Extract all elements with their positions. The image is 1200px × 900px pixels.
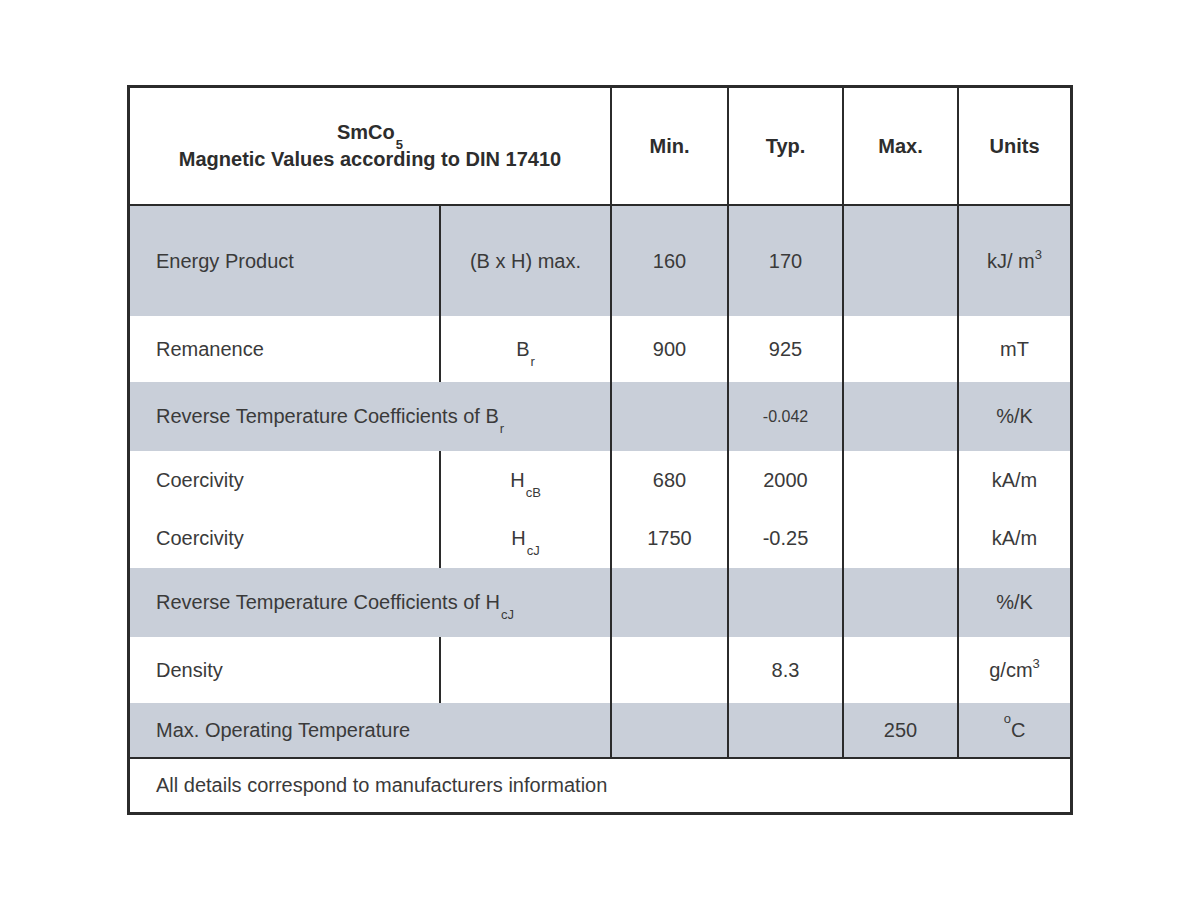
footer-note: All details correspond to manufacturers …: [130, 759, 1070, 812]
cell-units: %/K: [957, 382, 1070, 451]
cell-units: kA/m: [957, 509, 1070, 568]
cell-typ: -0.25: [727, 509, 842, 568]
row-label: Coercivity: [130, 451, 439, 509]
column-header-units: Units: [957, 88, 1070, 204]
row-symbol: HcB: [439, 451, 610, 509]
cell-typ: 8.3: [727, 637, 842, 703]
row-label: Coercivity: [130, 509, 439, 568]
cell-max: [842, 382, 957, 451]
cell-min: [610, 568, 727, 637]
cell-typ: 170: [727, 206, 842, 316]
table-row: Max. Operating Temperature 250 oC: [130, 703, 1070, 759]
table-footer-row: All details correspond to manufacturers …: [130, 759, 1070, 812]
table-row: Coercivity HcB 680 2000 kA/m: [130, 451, 1070, 509]
row-symbol: Br: [439, 316, 610, 382]
cell-typ: -0.042: [727, 382, 842, 451]
cell-min: [610, 382, 727, 451]
column-header-max: Max.: [842, 88, 957, 204]
cell-typ: [727, 568, 842, 637]
cell-max: [842, 509, 957, 568]
cell-max: [842, 568, 957, 637]
row-label: Density: [130, 637, 439, 703]
column-header-typ: Typ.: [727, 88, 842, 204]
cell-max: [842, 206, 957, 316]
row-label: Reverse Temperature Coefficients of HcJ: [130, 568, 610, 637]
cell-min: 680: [610, 451, 727, 509]
cell-units: %/K: [957, 568, 1070, 637]
cell-typ: [727, 703, 842, 757]
cell-units: kA/m: [957, 451, 1070, 509]
material-subscript: 5: [396, 137, 403, 152]
cell-max: 250: [842, 703, 957, 757]
cell-min: 160: [610, 206, 727, 316]
cell-min: 1750: [610, 509, 727, 568]
table-row: Density 8.3 g/cm3: [130, 637, 1070, 703]
table-title: SmCo5 Magnetic Values according to DIN 1…: [130, 88, 610, 204]
table-row: Reverse Temperature Coefficients of HcJ …: [130, 568, 1070, 637]
cell-max: [842, 451, 957, 509]
cell-min: 900: [610, 316, 727, 382]
table-header-row: SmCo5 Magnetic Values according to DIN 1…: [130, 88, 1070, 206]
cell-units: oC: [957, 703, 1070, 757]
row-label: Reverse Temperature Coefficients of Br: [130, 382, 610, 451]
cell-max: [842, 637, 957, 703]
row-symbol: HcJ: [439, 509, 610, 568]
cell-min: [610, 703, 727, 757]
table-row: Remanence Br 900 925 mT: [130, 316, 1070, 382]
material-name: SmCo5: [337, 119, 403, 146]
row-label: Remanence: [130, 316, 439, 382]
cell-typ: 2000: [727, 451, 842, 509]
column-header-min: Min.: [610, 88, 727, 204]
row-symbol: (B x H) max.: [439, 206, 610, 316]
cell-units: g/cm3: [957, 637, 1070, 703]
row-label: Energy Product: [130, 206, 439, 316]
cell-units: mT: [957, 316, 1070, 382]
table-row: Reverse Temperature Coefficients of Br -…: [130, 382, 1070, 451]
table-row: Energy Product (B x H) max. 160 170 kJ/ …: [130, 206, 1070, 316]
cell-units: kJ/ m3: [957, 206, 1070, 316]
cell-typ: 925: [727, 316, 842, 382]
magnetic-values-table: SmCo5 Magnetic Values according to DIN 1…: [127, 85, 1073, 815]
cell-min: [610, 637, 727, 703]
row-label: Max. Operating Temperature: [130, 703, 610, 757]
table-row: Coercivity HcJ 1750 -0.25 kA/m: [130, 509, 1070, 568]
row-symbol: [439, 637, 610, 703]
cell-max: [842, 316, 957, 382]
table-subtitle: Magnetic Values according to DIN 17410: [179, 146, 561, 173]
